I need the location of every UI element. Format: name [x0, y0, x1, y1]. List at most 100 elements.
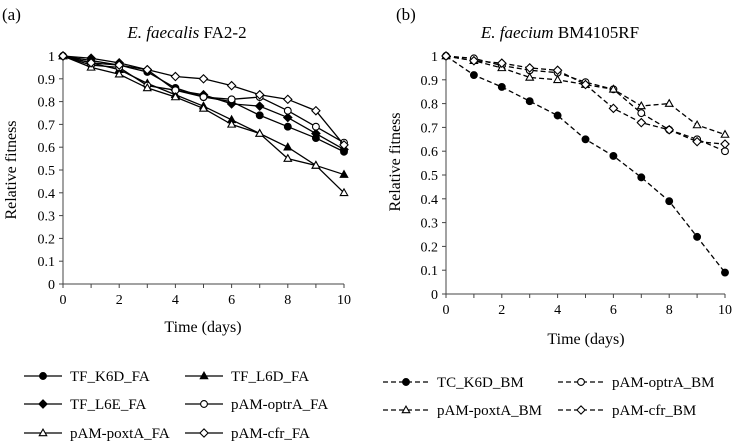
panel-a: (a) E. faecalis FA2-2 Relative fitness T…	[2, 5, 351, 442]
series-pam-poxta-bm-point-6	[608, 84, 619, 93]
panel-b-x-ticks: 0 2 4 6 8 10	[443, 294, 732, 318]
series-pam-cfr-fa-point-6	[226, 80, 237, 91]
series-pam-poxta-fa-point-6	[226, 119, 237, 128]
legend-item-pam-poxta-bm: pAM-poxtA_BM	[383, 403, 542, 419]
legend-item-pam-cfr-fa: pAM-cfr_FA	[185, 426, 310, 442]
series-tc-k6d-bm-point-4	[553, 111, 562, 120]
series-pam-cfr-fa-point-2	[114, 60, 125, 70]
series-tf-l6e-fa-point-8	[282, 112, 293, 123]
series-tc-k6d-bm-point-1	[469, 71, 478, 79]
series-tc-k6d-bm-point-2	[497, 82, 506, 91]
legend-item-tf-k6d-fa: TF_K6D_FA	[24, 369, 150, 385]
series-pam-cfr-bm-line	[445, 55, 726, 145]
legend-swatch-marker	[199, 428, 209, 438]
panel-a-xtick-label-2: 4	[172, 293, 179, 308]
legend-label: TF_L6D_FA	[231, 369, 309, 385]
series-pam-cfr-bm-point-6	[608, 103, 619, 114]
panel-b-ytick-label-8: 0.8	[421, 98, 439, 113]
series-tf-l6d-fa-point-10	[339, 169, 349, 178]
series-pam-cfr-bm-point-4	[552, 65, 563, 76]
legend-label: pAM-cfr_BM	[612, 403, 696, 419]
panel-b-ytick-label-1: 0.1	[421, 264, 439, 279]
series-pam-optra-fa-point-6	[227, 95, 236, 104]
series-tc-k6d-bm-point-9	[693, 232, 702, 241]
panel-b-ytick-label-9: 0.9	[421, 74, 439, 89]
series-pam-optra-fa-point-8	[283, 106, 292, 115]
panel-a-plot-area	[58, 50, 349, 197]
panel-b-ytick-label-10: 1	[431, 50, 438, 65]
legend-label: pAM-cfr_FA	[231, 426, 310, 442]
panel-b-ytick-label-3: 0.3	[421, 217, 439, 232]
legend-swatch-marker	[200, 400, 208, 408]
panel-a-ytick-label-5: 0.5	[38, 164, 56, 179]
series-pam-poxta-bm-point-9	[692, 119, 702, 129]
panel-a-xlabel: Time (days)	[164, 319, 241, 336]
panel-b-xtick-label-4: 8	[666, 303, 673, 318]
panel-a-ytick-label-2: 0.2	[38, 232, 56, 247]
panel-a-xtick-label-4: 8	[284, 293, 291, 308]
series-tc-k6d-bm-point-7	[637, 173, 646, 182]
series-pam-poxta-fa-point-3	[142, 82, 152, 92]
panel-a-ytick-label-1: 0.1	[38, 255, 56, 270]
series-pam-cfr-bm-point-1	[469, 55, 479, 66]
panel-b-xtick-label-5: 10	[718, 303, 732, 318]
series-pam-poxta-fa-point-9	[311, 160, 321, 169]
series-pam-poxta-fa-point-4	[170, 92, 181, 101]
panel-b-xlabel: Time (days)	[547, 331, 624, 348]
series-pam-cfr-fa-point-0	[58, 51, 68, 61]
panel-a-ylabel: Relative fitness	[3, 120, 20, 219]
panel-b-label: (b)	[396, 5, 416, 24]
panel-b-ytick-label-2: 0.2	[421, 240, 439, 255]
panel-b-xtick-label-2: 4	[554, 303, 561, 318]
series-pam-cfr-bm-point-7	[636, 117, 647, 128]
legend-item-pam-poxta-fa: pAM-poxtA_FA	[24, 426, 170, 442]
panel-a-legend: TF_K6D_FA TF_L6D_FA TF_L6E_FA pAM-optrA_FAp…	[24, 369, 328, 442]
panel-b: (b) E. faecium BM4105RF Relative fitness…	[383, 5, 732, 419]
series-pam-cfr-bm-point-2	[496, 58, 507, 68]
legend-item-pam-optra-bm: pAM-optrA_BM	[558, 375, 715, 391]
legend-swatch-marker	[576, 405, 586, 415]
series-pam-cfr-fa-point-5	[198, 73, 209, 84]
legend-label: pAM-poxtA_BM	[437, 403, 542, 419]
series-pam-poxta-fa-point-8	[283, 153, 293, 162]
panel-b-ytick-label-7: 0.7	[421, 121, 439, 136]
series-pam-poxta-bm-point-4	[552, 74, 563, 84]
series-pam-cfr-bm-point-0	[441, 51, 451, 61]
legend-swatch-marker	[38, 427, 48, 437]
panel-b-title-strain: BM4105RF	[554, 23, 640, 42]
panel-b-ytick-label-0: 0	[431, 288, 438, 303]
series-pam-cfr-bm-point-8	[664, 124, 675, 135]
series-pam-cfr-fa-point-1	[86, 57, 96, 68]
legend-swatch-marker	[199, 370, 209, 380]
panel-a-label: (a)	[2, 5, 21, 24]
legend-item-pam-cfr-bm: pAM-cfr_BM	[558, 403, 696, 419]
panel-a-title-strain: FA2-2	[199, 23, 246, 42]
series-tf-l6e-fa-point-9	[311, 128, 321, 139]
series-pam-poxta-bm-line	[445, 55, 726, 136]
panel-a-ytick-label-9: 0.9	[38, 73, 56, 88]
series-tc-k6d-bm-point-3	[525, 97, 534, 106]
panel-a-ytick-label-7: 0.7	[38, 118, 56, 133]
series-pam-poxta-fa-point-5	[198, 103, 209, 112]
panel-a-ytick-label-3: 0.3	[38, 210, 56, 225]
panel-b-legend: TC_K6D_BM pAM-optrA_BM pAM-poxtA_BM pAM-cfr…	[383, 375, 715, 419]
legend-swatch-marker	[577, 378, 585, 386]
series-pam-poxta-bm-point-3	[525, 72, 535, 81]
series-tc-k6d-bm-point-5	[581, 135, 590, 144]
panel-a-ytick-label-8: 0.8	[38, 96, 56, 111]
panel-b-title: E. faecium BM4105RF	[480, 23, 639, 42]
legend-label: pAM-poxtA_FA	[70, 426, 170, 442]
legend-swatch-marker	[38, 399, 48, 409]
panel-b-ytick-label-4: 0.4	[421, 193, 439, 208]
series-pam-cfr-fa-point-8	[282, 94, 293, 105]
panel-a-x-ticks: 0 2 4 6 8 10	[60, 284, 351, 308]
panel-b-xtick-label-3: 6	[610, 303, 617, 318]
series-pam-poxta-bm-point-8	[664, 98, 674, 107]
series-tc-k6d-bm-point-6	[609, 152, 618, 160]
legend-item-tf-l6e-fa: TF_L6E_FA	[24, 397, 147, 413]
panel-a-ytick-label-10: 1	[48, 50, 55, 65]
panel-b-xtick-label-1: 2	[498, 303, 505, 318]
series-pam-cfr-fa-point-10	[339, 140, 349, 150]
series-tf-l6d-fa-point-8	[283, 142, 293, 151]
legend-label: TF_K6D_FA	[70, 369, 150, 385]
